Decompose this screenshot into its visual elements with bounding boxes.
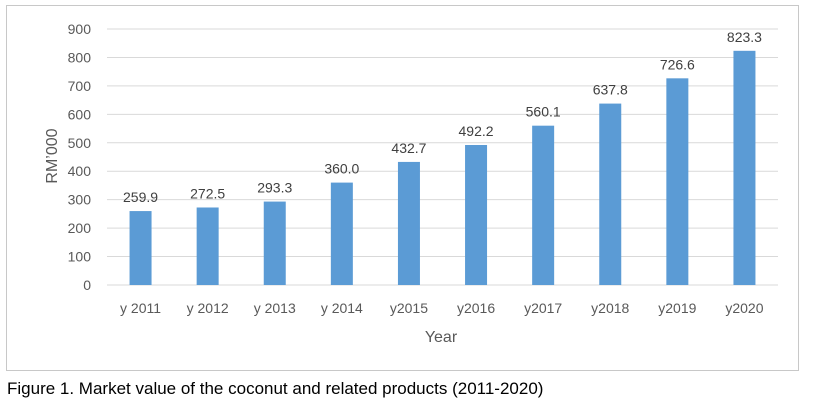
- data-label: 492.2: [459, 123, 494, 139]
- bar: [263, 201, 286, 285]
- data-label: 823.3: [727, 29, 762, 45]
- y-tick-label: 800: [68, 49, 92, 65]
- x-tick-label: y2017: [524, 300, 562, 316]
- x-tick-label: y2020: [725, 300, 763, 316]
- y-tick-label: 900: [68, 21, 92, 37]
- x-tick-label: y 2012: [187, 300, 229, 316]
- data-labels: 259.9 272.5 293.3 360.0 432.7 492.2 560.1 637.8…: [123, 29, 762, 205]
- x-tick-label: y 2014: [321, 300, 363, 316]
- data-label: 272.5: [190, 185, 225, 201]
- x-axis-title: Year: [425, 329, 458, 346]
- data-label: 637.8: [593, 82, 628, 98]
- data-label: 259.9: [123, 189, 158, 205]
- chart-frame: 0 100 200 300 400 500 600 700 800 900 259.9 272.5 2…: [6, 5, 799, 371]
- y-tick-label: 100: [68, 249, 92, 265]
- bar: [129, 211, 152, 285]
- x-tick-label: y2018: [591, 300, 629, 316]
- data-label: 432.7: [391, 140, 426, 156]
- bar: [196, 207, 219, 285]
- bar: [532, 125, 555, 285]
- data-label: 726.6: [660, 56, 695, 72]
- x-tick-label: y2016: [457, 300, 495, 316]
- gridlines: [107, 28, 778, 286]
- bar: [397, 161, 420, 285]
- x-tick-label: y 2013: [254, 300, 296, 316]
- bar: [599, 103, 622, 286]
- x-tick-label: y2015: [390, 300, 428, 316]
- bar: [465, 144, 488, 285]
- y-tick-label: 600: [68, 106, 92, 122]
- bars: [129, 50, 756, 286]
- y-tick-label: 0: [83, 277, 91, 293]
- bar: [666, 78, 689, 286]
- figure-caption: Figure 1. Market value of the coconut an…: [7, 379, 544, 398]
- y-tick-label: 500: [68, 135, 92, 151]
- bar: [733, 50, 756, 285]
- y-tick-label: 400: [68, 163, 92, 179]
- data-label: 560.1: [526, 104, 561, 120]
- x-tick-label: y2019: [658, 300, 696, 316]
- bar: [330, 182, 353, 285]
- x-tick-label: y 2011: [120, 300, 161, 316]
- x-axis-ticks: y 2011 y 2012 y 2013 y 2014 y2015 y2016 y2017 y…: [120, 300, 764, 316]
- y-axis-title: RM’000: [44, 128, 61, 183]
- data-label: 360.0: [324, 161, 359, 177]
- y-tick-label: 200: [68, 220, 92, 236]
- y-tick-label: 700: [68, 78, 92, 94]
- y-tick-label: 300: [68, 192, 92, 208]
- data-label: 293.3: [257, 180, 292, 196]
- y-axis-ticks: 0 100 200 300 400 500 600 700 800 900: [68, 21, 92, 293]
